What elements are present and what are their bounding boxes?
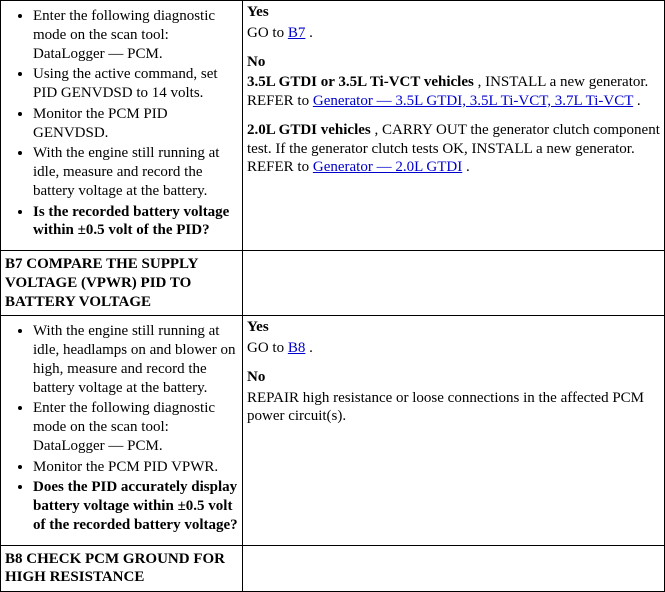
no-block: No 3.5L GTDI or 3.5L Ti-VCT vehicles , I… <box>247 53 660 111</box>
steps-cell: With the engine still running at idle, h… <box>1 316 243 545</box>
no-label: No <box>247 53 660 72</box>
table-row: B7 COMPARE THE SUPPLY VOLTAGE (VPWR) PID… <box>1 251 665 316</box>
list-item-question: Is the recorded battery voltage within ±… <box>33 203 238 241</box>
list-item: Enter the following diagnostic mode on t… <box>33 399 238 455</box>
yes-text: GO to B7 . <box>247 24 660 43</box>
yes-label: Yes <box>247 318 660 337</box>
list-item: Enter the following diagnostic mode on t… <box>33 7 238 63</box>
no-text-1: 3.5L GTDI or 3.5L Ti-VCT vehicles , INST… <box>247 73 660 111</box>
generator-20l-link[interactable]: Generator — 2.0L GTDI <box>313 159 462 175</box>
yes-label: Yes <box>247 3 660 22</box>
result-cell: Yes GO to B8 . No REPAIR high resistance… <box>243 316 665 545</box>
no-block: No REPAIR high resistance or loose conne… <box>247 368 660 426</box>
yes-block: Yes GO to B8 . <box>247 318 660 358</box>
result-cell: Yes GO to B7 . No 3.5L GTDI or 3.5L Ti-V… <box>243 1 665 251</box>
empty-cell <box>243 545 665 592</box>
no-text-2: 2.0L GTDI vehicles , CARRY OUT the gener… <box>247 121 660 177</box>
list-item: Monitor the PCM PID VPWR. <box>33 458 238 477</box>
goto-b8-link[interactable]: B8 <box>288 340 306 356</box>
yes-block: Yes GO to B7 . <box>247 3 660 43</box>
text: . <box>305 25 313 41</box>
table-row: With the engine still running at idle, h… <box>1 316 665 545</box>
diagnostic-table: Enter the following diagnostic mode on t… <box>0 0 665 592</box>
table-row: B8 CHECK PCM GROUND FOR HIGH RESISTANCE <box>1 545 665 592</box>
yes-text: GO to B8 . <box>247 339 660 358</box>
list-item-question: Does the PID accurately display battery … <box>33 478 238 534</box>
list-item: With the engine still running at idle, h… <box>33 322 238 397</box>
list-item: Monitor the PCM PID GENVDSD. <box>33 105 238 143</box>
text: . <box>462 159 470 175</box>
no-block-2: 2.0L GTDI vehicles , CARRY OUT the gener… <box>247 121 660 177</box>
step-title-cell: B7 COMPARE THE SUPPLY VOLTAGE (VPWR) PID… <box>1 251 243 316</box>
generator-35l-link[interactable]: Generator — 3.5L GTDI, 3.5L Ti-VCT, 3.7L… <box>313 93 633 109</box>
list-item: Using the active command, set PID GENVDS… <box>33 65 238 103</box>
text-bold: 3.5L GTDI or 3.5L Ti-VCT vehicles <box>247 74 474 90</box>
empty-cell <box>243 251 665 316</box>
table-row: Enter the following diagnostic mode on t… <box>1 1 665 251</box>
list-item: With the engine still running at idle, m… <box>33 144 238 200</box>
steps-cell: Enter the following diagnostic mode on t… <box>1 1 243 251</box>
text: GO to <box>247 25 288 41</box>
text-bold: 2.0L GTDI vehicles <box>247 122 371 138</box>
text: . <box>633 93 641 109</box>
text: GO to <box>247 340 288 356</box>
no-text: REPAIR high resistance or loose connecti… <box>247 389 660 427</box>
steps-list: With the engine still running at idle, h… <box>5 322 238 534</box>
steps-list: Enter the following diagnostic mode on t… <box>5 7 238 240</box>
text: . <box>305 340 313 356</box>
no-label: No <box>247 368 660 387</box>
step-title-cell: B8 CHECK PCM GROUND FOR HIGH RESISTANCE <box>1 545 243 592</box>
goto-b7-link[interactable]: B7 <box>288 25 306 41</box>
